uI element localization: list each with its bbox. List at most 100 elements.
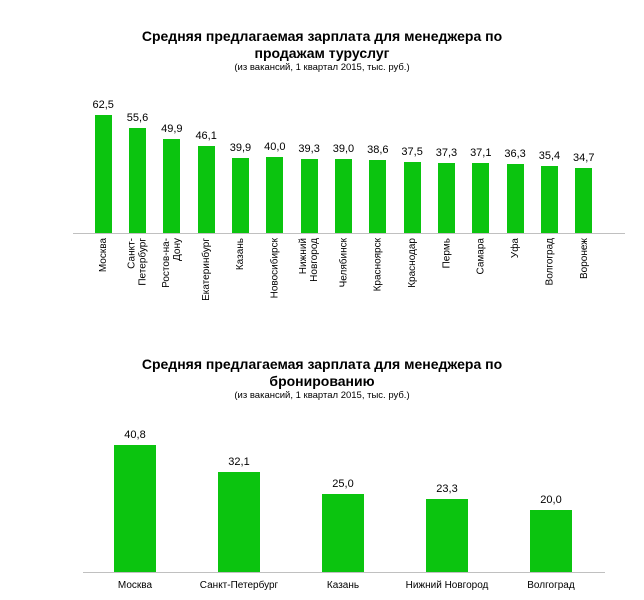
category-label: Челябинск: [338, 238, 350, 288]
bar: [322, 494, 364, 572]
bar: [163, 138, 181, 233]
category-label: Красноярск: [372, 238, 384, 292]
x-axis-line: [73, 233, 625, 234]
plot-area: 40,8 32,1 25,0 23,3 20,0: [83, 429, 603, 572]
category-cell: Нижний Новгород: [292, 236, 326, 324]
category-axis-labels: Москва Санкт-Петербург Казань Нижний Новгор…: [83, 576, 603, 594]
bar-value-label: 32,1: [228, 456, 250, 469]
category-cell: Новосибирск: [258, 236, 292, 324]
bar: [218, 472, 260, 572]
category-cell: Ростов-на- Дону: [155, 236, 189, 324]
bar-group: 40,8: [83, 429, 187, 572]
bar: [266, 157, 284, 233]
bar-value-label: 39,0: [332, 143, 355, 156]
category-cell: Нижний Новгород: [395, 576, 499, 594]
bar-group: 36,3: [498, 115, 532, 233]
category-cell: Челябинск: [326, 236, 360, 324]
bar: [114, 445, 156, 572]
booking-managers-salary-chart: Средняя предлагаемая зарплата для менедж…: [0, 356, 644, 600]
category-cell: Самара: [464, 236, 498, 324]
bar-group: 20,0: [499, 445, 603, 572]
bar-group: 39,3: [292, 115, 326, 233]
category-axis-labels: Москва Санкт- Петербург Ростов-на- Дону Ека…: [86, 236, 601, 324]
category-label: Самара: [475, 238, 487, 275]
bar-value-label: 34,7: [573, 151, 595, 164]
category-label: Волгоград: [527, 580, 575, 591]
bar: [426, 499, 468, 572]
bar-value-label: 40,0: [264, 141, 286, 154]
bar: [403, 162, 421, 233]
bar-value-label: 35,4: [538, 150, 561, 163]
bar-value-label: 62,5: [92, 99, 114, 111]
chart-title: Средняя предлагаемая зарплата для менедж…: [141, 356, 503, 389]
bar-group: 37,1: [464, 115, 498, 233]
category-cell: Москва: [86, 236, 120, 324]
bar: [300, 158, 318, 233]
bar: [94, 115, 112, 233]
bar-value-label: 49,9: [161, 122, 183, 135]
bar: [197, 145, 215, 233]
bar-value-label: 38,6: [367, 144, 389, 157]
bar: [128, 128, 146, 233]
bar-value-label: 55,6: [126, 112, 149, 125]
sales-managers-salary-chart: Средняя предлагаемая зарплата для менедж…: [0, 28, 644, 328]
bar-group: 40,0: [258, 115, 292, 233]
category-cell: Санкт-Петербург: [187, 576, 291, 594]
bar: [472, 162, 490, 233]
category-cell: Санкт- Петербург: [120, 236, 154, 324]
category-label: Воронеж: [578, 238, 590, 280]
bar-value-label: 40,8: [124, 429, 146, 441]
category-label: Уфа: [510, 238, 522, 259]
category-cell: Пермь: [429, 236, 463, 324]
x-axis-line: [83, 572, 605, 573]
category-label: Новосибирск: [269, 238, 281, 299]
bar-value-label: 36,3: [504, 148, 526, 161]
chart-subtitle: (из вакансий, 1 квартал 2015, тыс. руб.): [234, 390, 410, 401]
category-cell: Казань: [291, 576, 395, 594]
category-cell: Краснодар: [395, 236, 429, 324]
bar-value-label: 37,3: [435, 146, 458, 159]
chart-title: Средняя предлагаемая зарплата для менедж…: [141, 28, 503, 61]
bar: [231, 157, 249, 233]
bar-value-label: 20,0: [540, 493, 562, 506]
bar-group: 35,4: [532, 115, 566, 233]
category-label: Москва: [117, 580, 153, 591]
bar-group: 46,1: [189, 115, 223, 233]
bar-group: 55,6: [120, 112, 154, 233]
category-cell: Волгоград: [532, 236, 566, 324]
category-label: Санкт- Петербург: [126, 238, 149, 286]
bar-group: 34,7: [567, 115, 601, 233]
chart-subtitle: (из вакансий, 1 квартал 2015, тыс. руб.): [234, 62, 410, 73]
plot-area: 62,5 55,6 49,9 46,1 39,9 40,0 39,3 39,0 38,6 37,5…: [86, 99, 601, 233]
bar-value-label: 37,5: [401, 146, 423, 159]
bar-group: 37,3: [429, 115, 463, 233]
category-cell: Волгоград: [499, 576, 603, 594]
bar: [334, 159, 352, 233]
bar: [530, 509, 572, 572]
category-label: Екатеринбург: [201, 238, 213, 301]
bar-group: 37,5: [395, 115, 429, 233]
bar-value-label: 46,1: [195, 129, 217, 142]
category-label: Казань: [235, 238, 247, 271]
bar-group: 39,0: [326, 115, 360, 233]
category-label: Волгоград: [544, 238, 556, 286]
bar-value-label: 37,1: [470, 146, 492, 159]
category-cell: Казань: [223, 236, 257, 324]
bar-value-label: 23,3: [436, 483, 458, 496]
bar: [437, 162, 455, 233]
bar-group: 62,5: [86, 99, 120, 233]
category-label: Москва: [98, 238, 110, 273]
bar-group: 32,1: [187, 445, 291, 572]
category-label: Нижний Новгород: [298, 238, 321, 282]
category-label: Нижний Новгород: [405, 580, 489, 591]
bar-group: 25,0: [291, 445, 395, 572]
category-cell: Воронеж: [567, 236, 601, 324]
category-label: Ростов-на- Дону: [160, 238, 183, 288]
bar-group: 39,9: [223, 115, 257, 233]
category-label: Санкт-Петербург: [199, 580, 279, 591]
bar-group: 23,3: [395, 445, 499, 572]
category-label: Казань: [326, 580, 360, 591]
bar-value-label: 39,3: [298, 142, 320, 155]
bar-value-label: 25,0: [332, 478, 354, 491]
